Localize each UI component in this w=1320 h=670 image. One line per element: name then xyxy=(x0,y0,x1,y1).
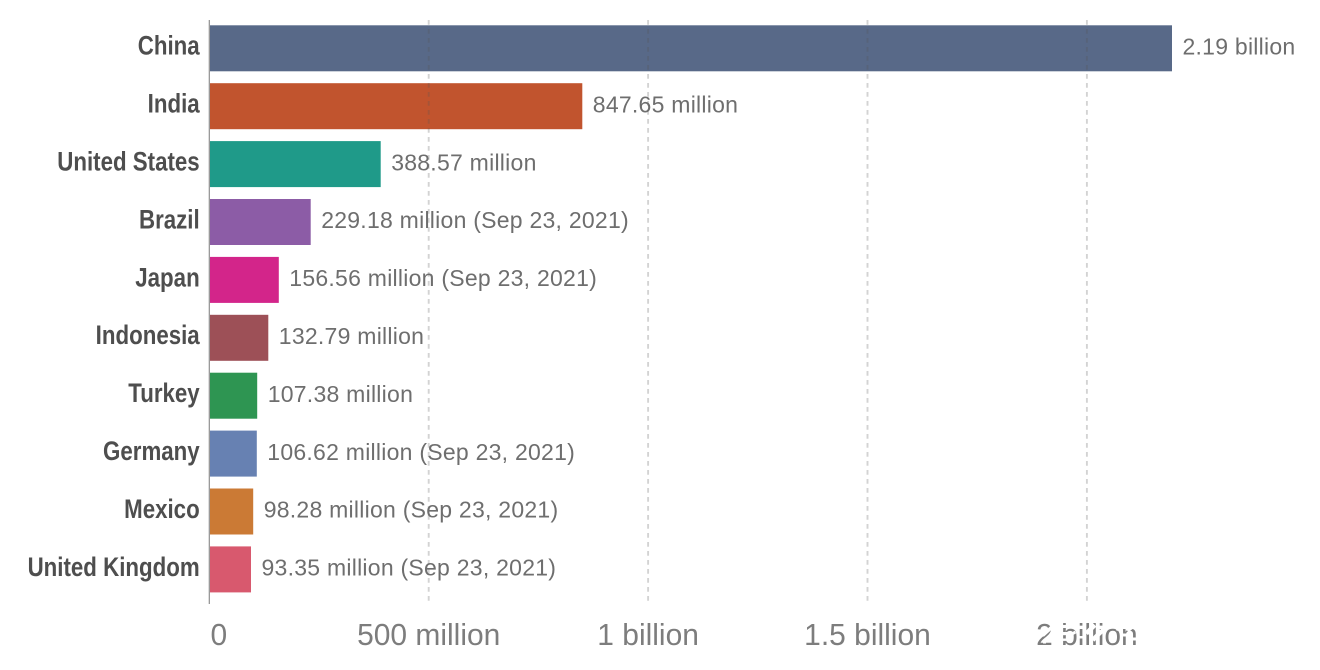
svg-text:China: China xyxy=(138,31,200,62)
svg-text:United States: United States xyxy=(57,146,199,177)
svg-text:Brazil: Brazil xyxy=(139,204,200,235)
svg-text:United Kingdom: United Kingdom xyxy=(28,552,200,583)
svg-text:847.65 million: 847.65 million xyxy=(593,91,738,117)
svg-text:98.28 million (Sep 23, 2021): 98.28 million (Sep 23, 2021) xyxy=(264,497,559,523)
svg-text:1.5 billion: 1.5 billion xyxy=(804,617,931,652)
svg-text:93.35 million (Sep 23, 2021): 93.35 million (Sep 23, 2021) xyxy=(262,555,557,581)
svg-text:388.57 million: 388.57 million xyxy=(391,149,536,175)
svg-text:229.18 million (Sep 23, 2021): 229.18 million (Sep 23, 2021) xyxy=(321,207,629,233)
svg-text:500 million: 500 million xyxy=(357,617,500,652)
svg-text:India: India xyxy=(148,89,200,120)
svg-text:Turkey: Turkey xyxy=(128,378,200,409)
svg-text:Indonesia: Indonesia xyxy=(96,320,200,351)
svg-text:106.62 million (Sep 23, 2021): 106.62 million (Sep 23, 2021) xyxy=(267,439,575,465)
svg-text:1 billion: 1 billion xyxy=(597,617,699,652)
svg-text:Japan: Japan xyxy=(135,262,199,293)
svg-text:Germany: Germany xyxy=(103,436,200,467)
svg-text:Mexico: Mexico xyxy=(124,494,200,525)
svg-text:107.38 million: 107.38 million xyxy=(268,381,413,407)
svg-text:132.79 million: 132.79 million xyxy=(279,323,424,349)
svg-text:2.19 billion: 2.19 billion xyxy=(1183,34,1296,60)
svg-text:0: 0 xyxy=(210,617,227,652)
svg-text:156.56 million (Sep 23, 2021): 156.56 million (Sep 23, 2021) xyxy=(289,265,597,291)
